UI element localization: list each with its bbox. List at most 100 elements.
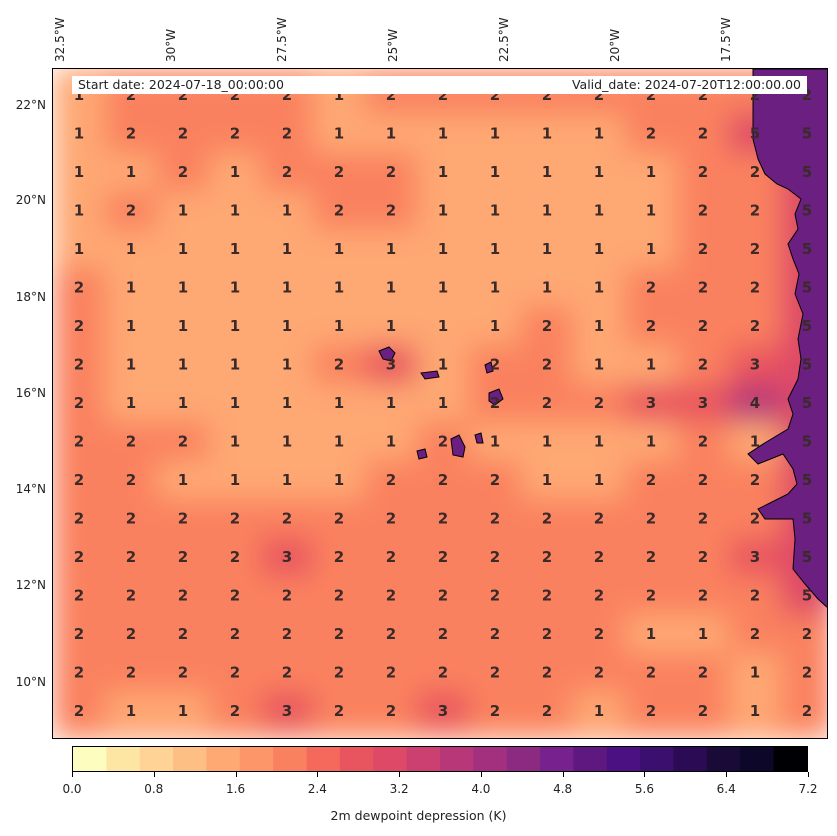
grid-value: 2: [646, 279, 656, 297]
field-cell: [573, 114, 625, 153]
grid-value: 2: [490, 510, 500, 528]
field-cell: [729, 268, 781, 307]
grid-value: 1: [542, 433, 552, 451]
field-cell: [157, 268, 209, 307]
grid-value: 2: [490, 394, 500, 412]
grid-value: 1: [178, 202, 188, 220]
grid-value: 2: [334, 202, 344, 220]
grid-value: 1: [646, 202, 656, 220]
colorbar-swatch: [506, 747, 541, 771]
grid-value: 2: [594, 510, 604, 528]
grid-value: 2: [334, 625, 344, 643]
grid-value: 2: [646, 471, 656, 489]
field-cell: [677, 152, 729, 192]
field-cell: [157, 114, 209, 153]
field-cell: [313, 229, 365, 269]
field-cell: [261, 191, 313, 230]
grid-value: 1: [438, 317, 448, 335]
grid-value: 1: [334, 86, 344, 104]
grid-value: 1: [698, 625, 708, 643]
grid-value: 2: [698, 163, 708, 181]
grid-value: 1: [542, 279, 552, 297]
field-cell: [521, 422, 573, 461]
field-cell: [625, 114, 677, 153]
field-cell: [573, 383, 625, 423]
grid-value: 1: [178, 471, 188, 489]
grid-value: 1: [334, 240, 344, 258]
field-cell: [157, 345, 209, 384]
field-cell: [261, 114, 313, 153]
grid-value: 1: [230, 317, 240, 335]
colorbar-tick-mark: [399, 772, 401, 777]
field-cell: [365, 614, 417, 654]
grid-value: 1: [542, 240, 552, 258]
field-cell: [209, 460, 261, 500]
grid-value: 2: [750, 163, 760, 181]
grid-value: 2: [490, 664, 500, 682]
field-cell: [781, 614, 827, 654]
field-cell: [521, 460, 573, 500]
grid-value: 1: [282, 317, 292, 335]
field-cell: [261, 499, 313, 538]
field-cell: [469, 306, 521, 346]
grid-value: 2: [230, 625, 240, 643]
grid-value: 2: [334, 510, 344, 528]
field-cell: [209, 614, 261, 654]
colorbar-tick-label: 3.2: [389, 782, 409, 796]
grid-value: 1: [74, 125, 84, 143]
grid-value: 1: [386, 240, 396, 258]
colorbar-tick-mark: [726, 772, 728, 777]
grid-value: 2: [646, 548, 656, 566]
colorbar-tick-label: 6.4: [716, 782, 736, 796]
grid-value: 2: [750, 625, 760, 643]
grid-value: 2: [750, 86, 760, 104]
grid-value: 1: [74, 163, 84, 181]
grid-value: 1: [490, 163, 500, 181]
grid-value: 1: [282, 279, 292, 297]
field-cell: [677, 576, 729, 615]
field-cell: [417, 499, 469, 538]
field-cell: [313, 383, 365, 423]
grid-value: 2: [802, 664, 812, 682]
colorbar-swatch: [740, 747, 775, 771]
grid-value: 1: [334, 317, 344, 335]
grid-value: 5: [802, 240, 812, 258]
field-cell: [573, 576, 625, 615]
land-masses: [378, 69, 827, 608]
field-cell: [157, 614, 209, 654]
field-cell: [573, 422, 625, 461]
grid-value: 5: [802, 510, 812, 528]
field-cell: [729, 691, 781, 731]
field-cell: [105, 306, 157, 346]
field-cell: [53, 345, 105, 384]
grid-value: 4: [750, 394, 760, 412]
grid-value: 1: [334, 125, 344, 143]
field-cell: [209, 422, 261, 461]
grid-value: 2: [74, 548, 84, 566]
colorbar-swatch: [440, 747, 474, 771]
grid-value: 5: [802, 394, 812, 412]
start-date-text: Start date: 2024-07-18_00:00:00: [78, 77, 284, 92]
grid-value: 2: [178, 625, 188, 643]
field-cell: [469, 152, 521, 192]
grid-value: 2: [750, 202, 760, 220]
field-cell: [469, 614, 521, 654]
field-cell: [261, 691, 313, 731]
field-cell: [625, 191, 677, 230]
grid-value: 2: [386, 202, 396, 220]
grid-value: 5: [802, 433, 812, 451]
grid-value: 5: [802, 317, 812, 335]
grid-value: 1: [594, 279, 604, 297]
grid-value: 2: [334, 163, 344, 181]
field-cell: [521, 653, 573, 692]
grid-value: 1: [594, 702, 604, 720]
field-cell: [53, 229, 105, 269]
field-cell: [677, 499, 729, 538]
grid-value: 5: [802, 279, 812, 297]
latitude-label: 14°N: [15, 482, 46, 496]
grid-value: 2: [542, 702, 552, 720]
grid-value: 2: [438, 86, 448, 104]
colorbar-tick-mark: [808, 772, 809, 777]
grid-value: 1: [282, 433, 292, 451]
grid-value: 2: [594, 625, 604, 643]
